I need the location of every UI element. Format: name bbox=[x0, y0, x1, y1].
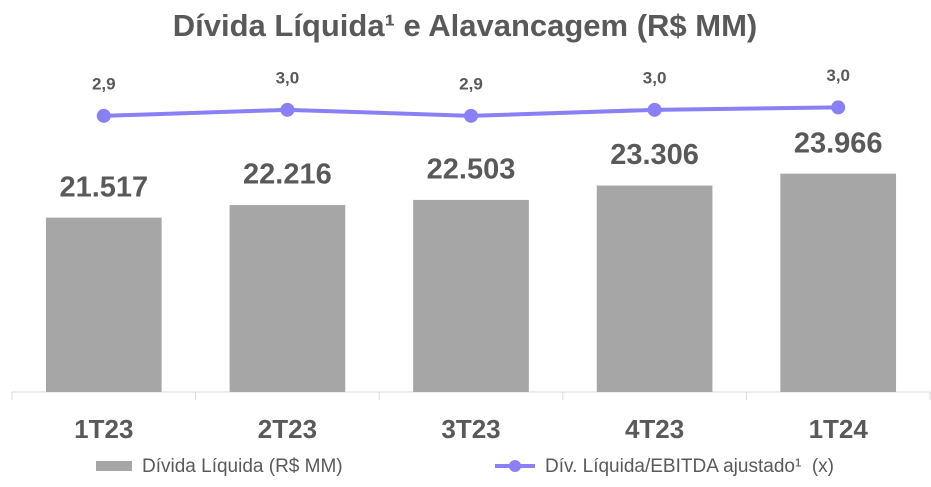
line-value-label: 3,0 bbox=[643, 68, 667, 87]
line-point bbox=[647, 102, 662, 117]
line-point bbox=[831, 100, 846, 115]
line-value-label: 2,9 bbox=[459, 74, 483, 93]
bar-value-label: 23.966 bbox=[794, 127, 883, 159]
x-tick-label: 4T23 bbox=[625, 414, 684, 444]
x-tick-label: 1T23 bbox=[74, 414, 133, 444]
bar bbox=[45, 217, 162, 392]
bar bbox=[229, 205, 346, 392]
legend-label: Dívida Líquida (R$ MM) bbox=[142, 456, 343, 477]
line-point bbox=[280, 102, 295, 117]
line-point bbox=[96, 108, 111, 123]
chart-title: Dívida Líquida¹ e Alavancagem (R$ MM) bbox=[173, 8, 758, 43]
line-value-label: 3,0 bbox=[276, 68, 300, 87]
x-tick-label: 3T23 bbox=[441, 414, 500, 444]
legend-label: Dív. Líquida/EBITDA ajustado¹ (x) bbox=[545, 456, 834, 477]
bar-value-label: 21.517 bbox=[59, 171, 148, 203]
x-tick-label: 1T24 bbox=[809, 414, 869, 444]
bar-value-label: 22.216 bbox=[243, 159, 332, 191]
bar bbox=[780, 173, 897, 392]
legend-swatch bbox=[96, 461, 132, 471]
line-point bbox=[464, 108, 478, 123]
line-value-label: 3,0 bbox=[826, 66, 850, 85]
bar bbox=[413, 199, 529, 392]
legend-swatch-marker bbox=[509, 460, 521, 472]
x-tick-label: 2T23 bbox=[258, 414, 317, 444]
line-value-label: 2,9 bbox=[92, 74, 116, 93]
bar-value-label: 23.306 bbox=[610, 139, 699, 171]
bar-value-label: 22.503 bbox=[427, 154, 516, 186]
bar bbox=[596, 185, 713, 392]
